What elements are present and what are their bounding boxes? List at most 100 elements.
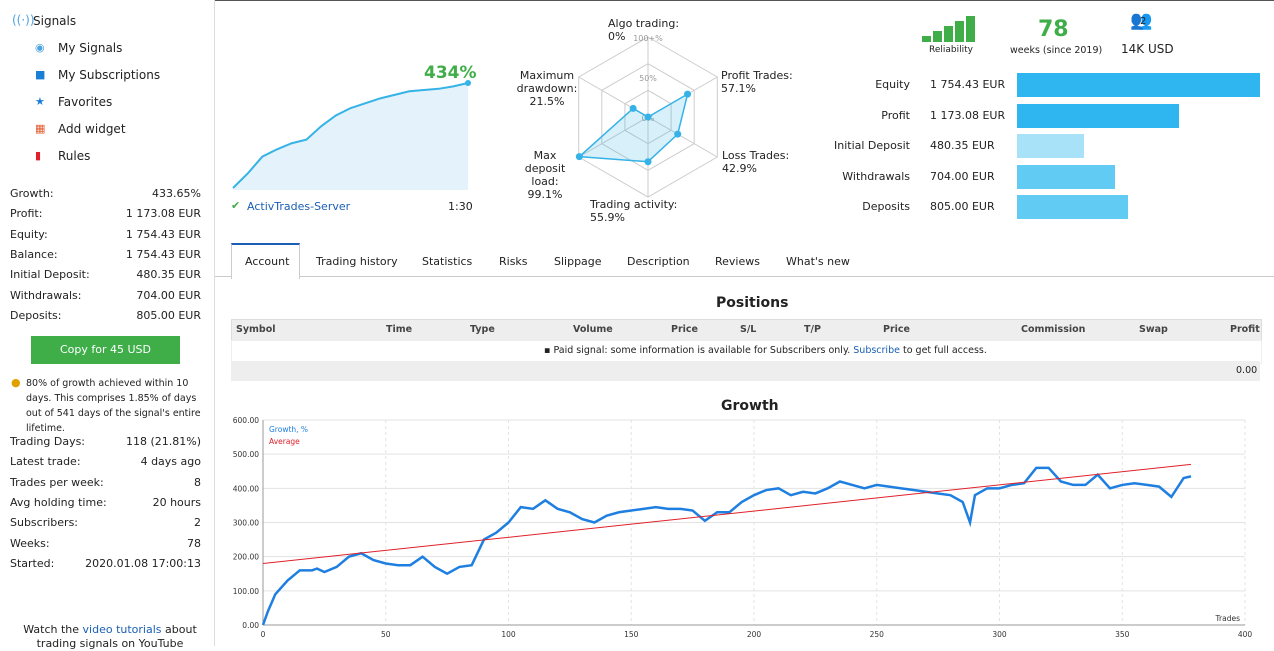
menu-item[interactable]: Rules [58,149,91,163]
stat-row: Equity: 1 754.43 EUR [10,228,201,241]
x-tick-label: 400 [1238,630,1253,639]
menu-item[interactable]: Add widget [58,122,126,136]
ring-label: 50% [639,74,657,83]
tab[interactable]: Risks [499,255,528,268]
radar-point [644,158,652,166]
radar-area [577,92,689,163]
x-axis-label: Trades [1215,614,1241,623]
radar-label: Loss Trades: 42.9% [722,149,790,175]
radar-point [644,113,652,121]
stat-label: Equity: [10,227,48,241]
stat-label: Profit: [10,207,43,221]
radar-label: Profit Trades: 57.1% [721,69,793,95]
funds: 14K USD [1121,42,1174,56]
stat-row: Trades per week: 8 [10,476,201,489]
bar-name: Profit [881,108,910,122]
column-header: Swap [1139,324,1168,335]
radar-label: Trading activity: 55.9% [590,198,678,224]
footer: Watch the video tutorials about trading … [10,623,210,651]
area [233,83,468,190]
y-tick-label: 500.00 [233,450,259,459]
tab[interactable]: Account [245,255,290,268]
menu-item[interactable]: Favorites [58,95,113,109]
icon: ✔ [231,199,241,212]
bar-label: 805.00 EUR [930,200,995,213]
stat-row: Initial Deposit: 480.35 EUR [10,268,201,281]
top-border [215,0,1274,1]
y-tick-label: 400.00 [233,484,259,493]
growth-chart: 0.00 100.00 200.00 300.00 400.00 500.00 600.00… [233,416,1253,639]
bar-name: Equity [875,78,910,91]
text: Paid signal: some information is availab… [553,345,851,356]
tab-border [215,276,1274,277]
stat-label: Withdrawals: [10,288,82,302]
menu-item[interactable]: My Signals [58,41,123,55]
menu-item[interactable]: My Subscriptions [58,68,161,82]
stat-label: Started: [10,556,55,570]
bar [1017,103,1180,128]
icon: ★ [35,95,45,108]
bar-label: 1 173.08 EUR [930,108,1006,122]
bar-label: 704.00 EUR [930,169,995,183]
tab[interactable]: Trading history [316,255,398,268]
y-tick-label: 100.00 [233,587,259,596]
column-header: Time [386,324,413,335]
sidebar-title[interactable]: Signals [33,14,77,28]
reliability-icon [922,16,975,42]
column-header: Type [470,324,495,335]
icon: 👥 [1130,10,1153,31]
stat-label: Weeks: [10,536,50,550]
tab[interactable]: Reviews [715,255,760,268]
tab[interactable]: Description [627,255,690,268]
radar-axis [578,116,649,158]
end-point [465,80,471,86]
tab[interactable]: Statistics [422,255,473,268]
bar-label: 480.35 EUR [930,139,995,152]
stat-label: Initial Deposit: [10,268,90,282]
icon: ▮ [35,149,42,162]
stat-label: Subscribers: [10,516,79,530]
bar [1017,73,1260,97]
stat-value: 704.00 EUR [136,288,201,302]
stat-value: 118 (21.81%) [125,435,201,448]
stat-row: Profit: 1 173.08 EUR [10,207,201,220]
link[interactable]: video tutorials [82,623,162,636]
tab[interactable]: What's new [786,255,850,268]
stat-label: Trading Days: [10,435,86,448]
x-tick-label: 50 [381,630,391,639]
mini-chart [232,80,471,190]
column-header: S/L [740,324,757,335]
bar-name: Withdrawals [842,169,910,183]
radar-label: Algo trading: 0% [608,17,680,43]
stat-row: Subscribers: 2 [10,516,201,529]
x-tick-label: 100 [501,630,516,639]
bar-name: Deposits [862,200,910,213]
stat-label: Deposits: [10,308,62,322]
radar-point [629,104,637,112]
stat-value: 433.65% [152,187,201,200]
total: 0.00 [1236,365,1258,376]
chart-title: Growth [721,398,779,414]
stat-row: Weeks: 78 [10,537,201,550]
series-line [261,466,1192,626]
link[interactable]: Subscribe [853,345,900,356]
positions-title: Positions [716,295,789,311]
server[interactable]: ActivTrades-Server [247,200,351,213]
copy-button[interactable]: Copy for 45 USD [31,336,180,364]
stat-label: Growth: [10,187,54,200]
x-tick-label: 250 [870,630,885,639]
tab[interactable]: Slippage [554,255,602,268]
stat-row: Balance: 1 754.43 EUR [10,248,201,261]
radar-chart: 100+%50%0% [575,34,718,198]
stat-row: Deposits: 805.00 EUR [10,309,201,322]
stat-row: Latest trade: 4 days ago [10,455,201,468]
x-tick-label: 200 [747,630,762,639]
icon: ◉ [35,41,45,54]
stat-value: 1 754.43 EUR [125,227,201,241]
column-header: Price [671,324,698,335]
x-tick-label: 300 [992,630,1007,639]
x-tick-label: 350 [1115,630,1130,639]
radar-label: Max deposit load: 99.1% [524,149,566,201]
stat-label: Avg holding time: [10,495,107,509]
